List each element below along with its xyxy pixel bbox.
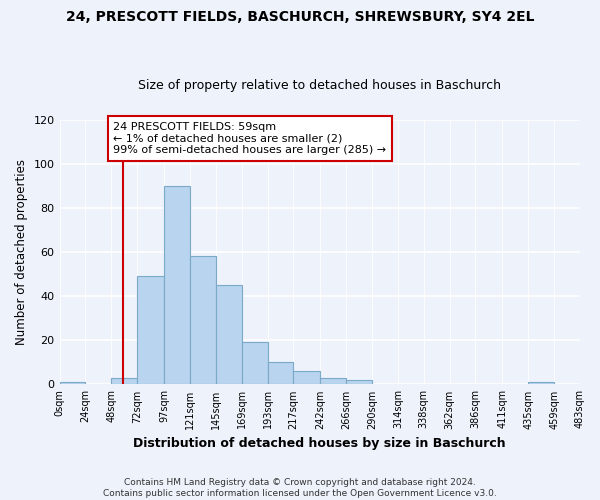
Bar [293,371,320,384]
Bar [137,276,164,384]
Bar [268,362,293,384]
Bar [528,382,554,384]
Bar [320,378,346,384]
Bar [164,186,190,384]
Text: 24, PRESCOTT FIELDS, BASCHURCH, SHREWSBURY, SY4 2EL: 24, PRESCOTT FIELDS, BASCHURCH, SHREWSBU… [66,10,534,24]
Bar [216,285,242,384]
Y-axis label: Number of detached properties: Number of detached properties [15,159,28,345]
Text: Contains HM Land Registry data © Crown copyright and database right 2024.
Contai: Contains HM Land Registry data © Crown c… [103,478,497,498]
Bar [190,256,216,384]
Bar [346,380,372,384]
Title: Size of property relative to detached houses in Baschurch: Size of property relative to detached ho… [138,79,501,92]
Bar [59,382,85,384]
Bar [111,378,137,384]
Text: 24 PRESCOTT FIELDS: 59sqm
← 1% of detached houses are smaller (2)
99% of semi-de: 24 PRESCOTT FIELDS: 59sqm ← 1% of detach… [113,122,386,155]
Bar [242,342,268,384]
X-axis label: Distribution of detached houses by size in Baschurch: Distribution of detached houses by size … [133,437,506,450]
